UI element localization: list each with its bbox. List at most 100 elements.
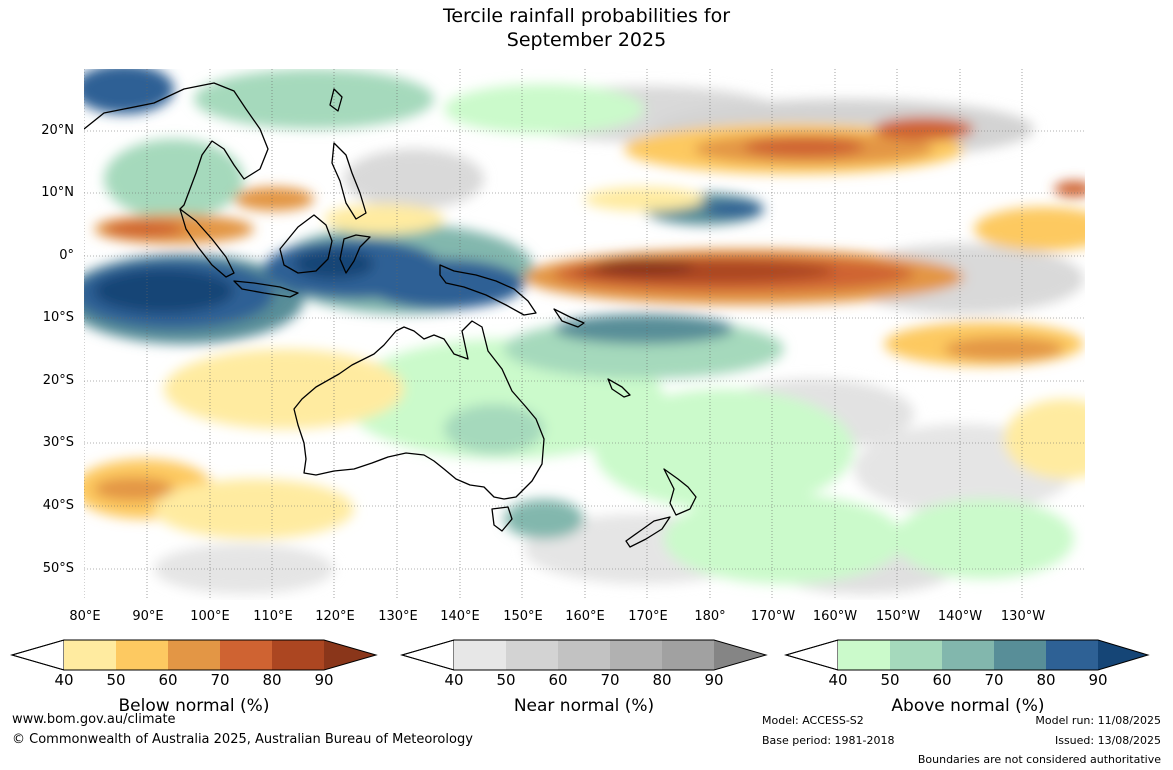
lon-label-150e: 150°E <box>503 609 543 624</box>
map-svg <box>84 69 1085 600</box>
copyright-text: © Commonwealth of Australia 2025, Austra… <box>12 732 473 747</box>
lat-label-20n: 20°N <box>41 123 74 138</box>
below-swatch-70-80 <box>220 640 272 670</box>
lat-label-40s: 40°S <box>42 498 74 513</box>
coastlines <box>84 82 697 548</box>
colorbar-below-title: Below normal (%) <box>118 696 270 716</box>
above-under-triangle <box>784 639 839 671</box>
lon-label-140w: 140°W <box>937 609 983 624</box>
near-swatch-80-90 <box>662 640 714 670</box>
rainfall-probability-map <box>84 69 1085 600</box>
near-swatch-50-60 <box>506 640 558 670</box>
below-swatch-80-90 <box>272 640 324 670</box>
model-text: Model: ACCESS-S2 <box>762 714 864 727</box>
below-swatch-40-50 <box>64 640 116 670</box>
issued-text: Issued: 13/08/2025 <box>1054 734 1161 747</box>
sumatra-coast <box>179 208 235 278</box>
above-swatch-70-80 <box>994 640 1046 670</box>
lon-label-150w: 150°W <box>875 609 921 624</box>
taiwan-coast <box>329 88 343 112</box>
near-tick-70: 70 <box>600 671 620 689</box>
lon-label-80e: 80°E <box>69 609 101 624</box>
above-tick-60: 60 <box>932 671 952 689</box>
new-caledonia-coast <box>607 378 631 398</box>
colorbar-below-svg <box>10 639 378 671</box>
lon-label-140e: 140°E <box>440 609 480 624</box>
colorbar-above-normal <box>784 639 1150 671</box>
colorbar-above-title: Above normal (%) <box>891 696 1045 716</box>
near-swatch-40-50 <box>454 640 506 670</box>
sulawesi-coast <box>339 234 371 274</box>
above-over-triangle <box>1098 640 1148 670</box>
colorbar-near-svg <box>400 639 768 671</box>
above-tick-50: 50 <box>880 671 900 689</box>
lon-label-120e: 120°E <box>315 609 355 624</box>
below-tick-70: 70 <box>210 671 230 689</box>
lon-label-100e: 100°E <box>190 609 230 624</box>
colorbar-near-title: Near normal (%) <box>513 696 655 716</box>
graticule <box>84 69 1085 600</box>
below-tick-50: 50 <box>106 671 126 689</box>
above-swatch-50-60 <box>890 640 942 670</box>
colorbar-above-svg <box>784 639 1150 671</box>
near-tick-40: 40 <box>444 671 464 689</box>
lat-label-50s: 50°S <box>42 561 74 576</box>
near-over-triangle <box>714 640 766 670</box>
near-tick-60: 60 <box>548 671 568 689</box>
map-title: Tercile rainfall probabilities for Septe… <box>0 4 1173 52</box>
probability-field <box>84 69 1085 594</box>
near-under-triangle <box>400 639 455 671</box>
below-swatch-50-60 <box>116 640 168 670</box>
above-tick-80: 80 <box>1036 671 1056 689</box>
lon-label-110e: 110°E <box>253 609 293 624</box>
website-link[interactable]: www.bom.gov.au/climate <box>12 712 176 727</box>
below-swatch-60-70 <box>168 640 220 670</box>
lat-label-10s: 10°S <box>42 310 74 325</box>
above-swatch-60-70 <box>942 640 994 670</box>
lon-label-160e: 160°E <box>565 609 605 624</box>
boundaries-disclaimer: Boundaries are not considered authoritat… <box>917 753 1161 766</box>
lat-label-20s: 20°S <box>42 373 74 388</box>
near-tick-50: 50 <box>496 671 516 689</box>
new-guinea-coast <box>439 264 537 316</box>
lon-label-130e: 130°E <box>378 609 418 624</box>
tasmania-coast <box>491 506 513 532</box>
above-tick-90: 90 <box>1088 671 1108 689</box>
australia-coast <box>293 320 545 500</box>
java-coast <box>233 280 299 298</box>
above-swatch-40-50 <box>838 640 890 670</box>
lat-label-30s: 30°S <box>42 435 74 450</box>
title-line-2: September 2025 <box>506 29 667 51</box>
below-tick-90: 90 <box>314 671 334 689</box>
near-tick-90: 90 <box>704 671 724 689</box>
lon-label-160w: 160°W <box>812 609 858 624</box>
lon-label-170w: 170°W <box>750 609 796 624</box>
colorbar-below-normal <box>10 639 378 671</box>
below-over-triangle <box>324 640 376 670</box>
below-tick-60: 60 <box>158 671 178 689</box>
new-zealand-north-coast <box>663 468 697 516</box>
model-run-text: Model run: 11/08/2025 <box>1035 714 1161 727</box>
above-tick-40: 40 <box>828 671 848 689</box>
near-tick-80: 80 <box>652 671 672 689</box>
indochina-coast <box>84 82 269 210</box>
borneo-coast <box>279 214 333 274</box>
below-tick-80: 80 <box>262 671 282 689</box>
lat-label-10n: 10°N <box>41 185 74 200</box>
lat-label-0: 0° <box>59 248 74 263</box>
lon-label-170e: 170°E <box>628 609 668 624</box>
below-tick-40: 40 <box>54 671 74 689</box>
lon-label-90e: 90°E <box>132 609 164 624</box>
lon-label-130w: 130°W <box>1000 609 1046 624</box>
above-swatch-80-90 <box>1046 640 1098 670</box>
new-zealand-south-coast <box>625 516 671 548</box>
near-swatch-60-70 <box>558 640 610 670</box>
colorbar-near-normal <box>400 639 768 671</box>
below-under-triangle <box>10 639 65 671</box>
above-tick-70: 70 <box>984 671 1004 689</box>
base-period-text: Base period: 1981-2018 <box>762 734 895 747</box>
philippines-coast <box>331 142 367 220</box>
title-line-1: Tercile rainfall probabilities for <box>442 5 731 27</box>
lon-label-180: 180° <box>694 609 726 624</box>
near-swatch-70-80 <box>610 640 662 670</box>
